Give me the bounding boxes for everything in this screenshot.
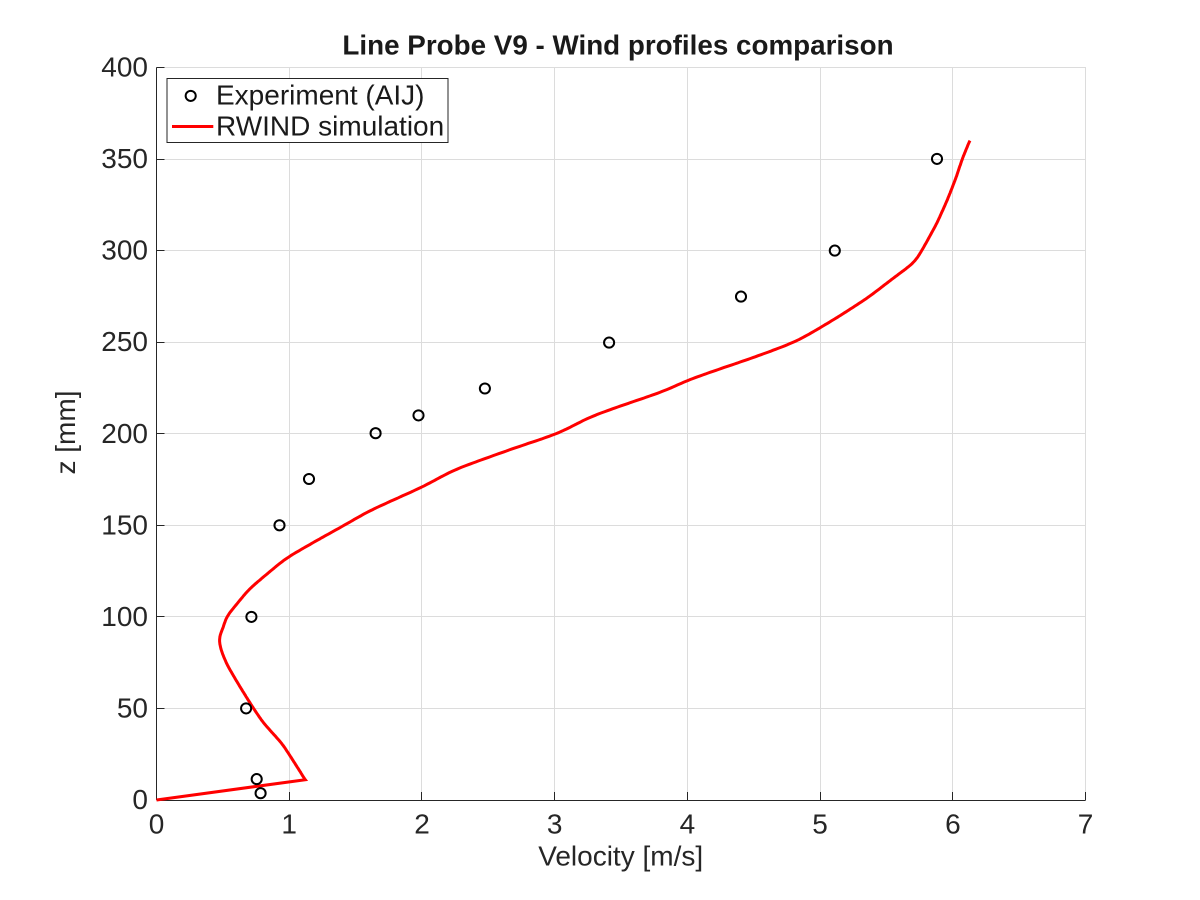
svg-text:z [mm]: z [mm]: [50, 391, 81, 475]
svg-text:Experiment (AIJ): Experiment (AIJ): [216, 79, 425, 110]
svg-text:50: 50: [117, 692, 148, 723]
svg-text:250: 250: [101, 326, 148, 357]
svg-text:0: 0: [149, 809, 165, 840]
svg-text:2: 2: [414, 809, 430, 840]
svg-text:Line Probe V9 - Wind profiles: Line Probe V9 - Wind profiles comparison: [342, 30, 893, 61]
svg-text:6: 6: [945, 809, 961, 840]
svg-text:350: 350: [101, 143, 148, 174]
svg-text:Velocity [m/s]: Velocity [m/s]: [538, 840, 703, 871]
svg-text:RWIND simulation: RWIND simulation: [216, 110, 444, 141]
svg-text:150: 150: [101, 509, 148, 540]
svg-text:100: 100: [101, 601, 148, 632]
svg-text:3: 3: [547, 809, 563, 840]
svg-text:5: 5: [812, 809, 828, 840]
svg-text:400: 400: [101, 52, 148, 83]
svg-text:4: 4: [680, 809, 696, 840]
svg-text:7: 7: [1078, 809, 1094, 840]
svg-text:300: 300: [101, 235, 148, 266]
svg-text:1: 1: [281, 809, 297, 840]
svg-text:200: 200: [101, 418, 148, 449]
svg-text:0: 0: [132, 784, 148, 815]
